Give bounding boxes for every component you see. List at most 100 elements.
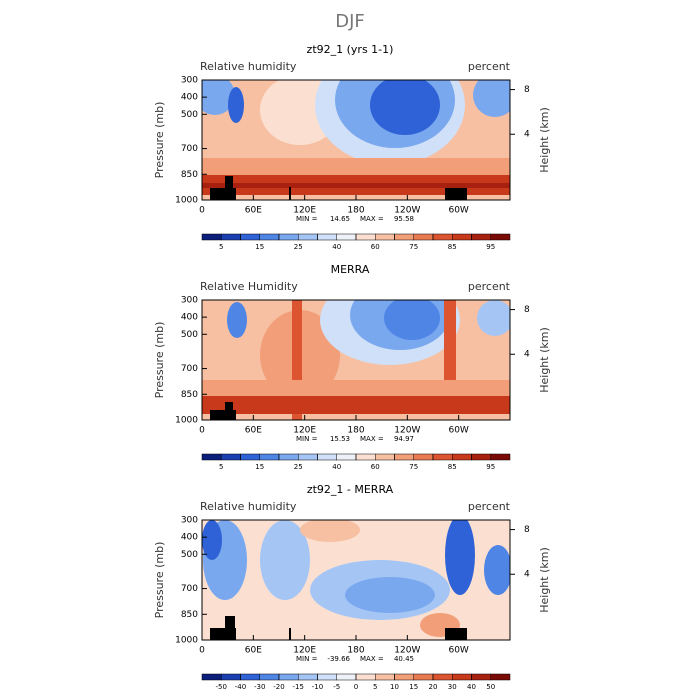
colorbar-box [452,673,472,681]
y2-tick-label: 4 [524,570,530,580]
y-tick-label: 300 [181,516,198,526]
colorbar-box [355,673,376,681]
panel-title: zt92_1 (yrs 1-1) [307,43,394,56]
colorbar-box [298,673,318,681]
x-tick-label: 120E [293,646,316,656]
colorbar-label: 5 [373,683,377,691]
colorbar-box [413,673,434,681]
colorbar-label: 10 [390,683,399,691]
left-label: Relative humidity [200,500,297,513]
colorbar-box [336,673,357,681]
x-tick-label: 0 [199,426,205,436]
x-tick-label: 120E [293,206,316,216]
colorbar-label: -20 [273,683,284,691]
figure-title: DJF [335,11,365,32]
colorbar-label: -5 [333,683,340,691]
y2-tick-label: 8 [524,85,530,95]
colorbar-label: 85 [448,463,457,471]
y-tick-label: 400 [181,533,198,543]
colorbar-box [240,233,260,241]
panel-title: MERRA [331,263,370,276]
colorbar-label: 5 [219,463,223,471]
colorbar-box [394,453,414,461]
colorbar-box [221,673,241,681]
colorbar-label: -15 [293,683,304,691]
x-tick-label: 60W [448,646,468,656]
colorbar-label: 95 [486,463,495,471]
y2-tick-label: 4 [524,350,530,360]
colorbar-label: -30 [254,683,265,691]
max-label: MAX = [360,655,384,663]
y2-tick-label: 8 [524,305,530,315]
colorbar-box [394,233,414,241]
field [202,520,510,640]
colorbar-box [201,453,222,461]
colorbar-label: 25 [294,243,303,251]
colorbar-box [490,233,511,241]
colorbar-box [375,453,395,461]
x-tick-label: 120E [293,426,316,436]
max-value: 94.97 [394,435,414,443]
colorbar-label: 0 [354,683,358,691]
colorbar-box [336,453,357,461]
colorbar-box [375,233,395,241]
colorbar-box [278,673,299,681]
y-tick-label: 400 [181,93,198,103]
colorbar-box [240,673,260,681]
y2-axis-label: Height (km) [538,547,551,613]
colorbar-label: 40 [467,683,476,691]
y-tick-label: 850 [181,390,198,400]
x-tick-label: 60E [245,206,262,216]
colorbar-box [278,233,299,241]
x-tick-label: 180 [347,206,364,216]
min-value: 15.53 [330,435,350,443]
x-tick-label: 60E [245,426,262,436]
colorbar-box [317,233,337,241]
max-label: MAX = [360,435,384,443]
colorbar-box [240,453,260,461]
colorbar-box [394,673,414,681]
colorbar-label: -50 [216,683,227,691]
min-label: MIN = [296,215,318,223]
y2-axis-label: Height (km) [538,327,551,393]
colorbar-label: -10 [312,683,323,691]
y-tick-label: 400 [181,313,198,323]
colorbar-label: -40 [235,683,246,691]
colorbar-box [432,453,453,461]
colorbar-label: 20 [429,683,438,691]
y-tick-label: 500 [181,110,198,120]
x-tick-label: 60W [448,426,468,436]
colorbar-box [413,453,434,461]
right-label: percent [468,500,511,513]
colorbar-label: 75 [409,243,418,251]
y-tick-label: 850 [181,610,198,620]
colorbar-box [259,673,280,681]
y-tick-label: 850 [181,170,198,180]
colorbar-box [355,233,376,241]
y-tick-label: 500 [181,330,198,340]
y-tick-label: 300 [181,76,198,86]
y-tick-label: 700 [181,584,198,594]
x-tick-label: 60E [245,646,262,656]
colorbar-box [259,453,280,461]
x-tick-label: 120W [394,426,420,436]
panel-title: zt92_1 - MERRA [307,483,394,496]
y-tick-label: 500 [181,550,198,560]
colorbar-box [490,453,511,461]
colorbar-box [452,233,472,241]
right-label: percent [468,280,511,293]
colorbar-box [259,233,280,241]
colorbar-box [471,453,491,461]
colorbar-label: 85 [448,243,457,251]
colorbar-label: 15 [255,463,264,471]
min-value: -39.66 [327,655,350,663]
colorbar-label: 25 [294,463,303,471]
colorbar-box [471,233,491,241]
y-tick-label: 700 [181,364,198,374]
colorbar-label: 15 [255,243,264,251]
colorbar-label: 15 [409,683,418,691]
left-label: Relative humidity [200,60,297,73]
min-value: 14.65 [330,215,350,223]
y-tick-label: 1000 [175,416,198,426]
colorbar-box [432,673,453,681]
